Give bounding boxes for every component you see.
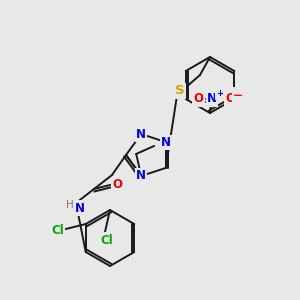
Text: O: O xyxy=(112,178,122,191)
Text: N: N xyxy=(207,92,217,106)
Text: N: N xyxy=(136,128,146,141)
Text: H: H xyxy=(66,200,74,210)
Text: Cl: Cl xyxy=(100,233,113,247)
Text: O: O xyxy=(225,92,235,106)
Text: O: O xyxy=(193,92,203,106)
Text: +: + xyxy=(217,89,224,98)
Text: Cl: Cl xyxy=(51,224,64,238)
Text: S: S xyxy=(175,85,185,98)
Text: N: N xyxy=(136,169,146,182)
Text: N: N xyxy=(161,136,171,148)
Text: N: N xyxy=(75,202,85,214)
Text: −: − xyxy=(233,88,243,101)
